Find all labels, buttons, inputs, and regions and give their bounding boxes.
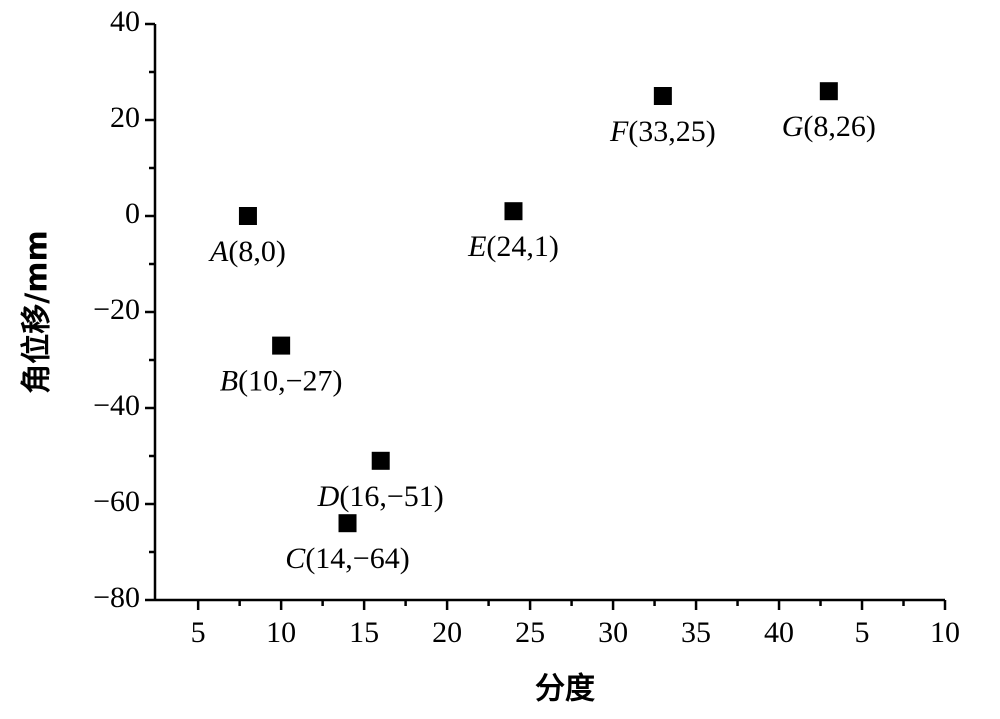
- point-label: C(14,−64): [285, 542, 409, 575]
- point-label: D(16,−51): [317, 480, 444, 513]
- point: [504, 202, 523, 221]
- x-tick-label: 10: [930, 616, 960, 649]
- point-label: G(8,26): [782, 110, 876, 143]
- y-tick-label: −20: [93, 293, 140, 326]
- x-tick-label: 5: [191, 616, 206, 649]
- point: [371, 451, 390, 470]
- x-tick-label: 35: [681, 616, 711, 649]
- point-label: B(10,−27): [220, 364, 343, 397]
- y-tick-label: 20: [110, 101, 140, 134]
- y-tick-label: −60: [93, 485, 140, 518]
- y-tick-label: 40: [110, 5, 140, 38]
- y-tick-label: 0: [125, 197, 140, 230]
- x-axis-title: 分度: [535, 672, 595, 707]
- point: [338, 514, 357, 533]
- x-tick-label: 15: [349, 616, 379, 649]
- point-label: A(8,0): [208, 235, 286, 268]
- x-tick-label: 25: [515, 616, 545, 649]
- x-tick-label: 20: [432, 616, 462, 649]
- x-tick-label: 10: [266, 616, 296, 649]
- y-tick-label: −80: [93, 581, 140, 614]
- point: [238, 207, 257, 225]
- y-axis-title: 角位移/mm: [20, 230, 55, 393]
- x-tick-label: 5: [855, 616, 870, 649]
- point-label: F(33,25): [609, 115, 716, 148]
- y-tick-label: −40: [93, 389, 140, 422]
- point: [653, 87, 672, 105]
- point-label: E(24,1): [467, 230, 559, 263]
- point: [819, 82, 838, 101]
- x-tick-label: 40: [764, 616, 794, 649]
- x-tick-label: 30: [598, 616, 628, 649]
- point: [272, 336, 291, 355]
